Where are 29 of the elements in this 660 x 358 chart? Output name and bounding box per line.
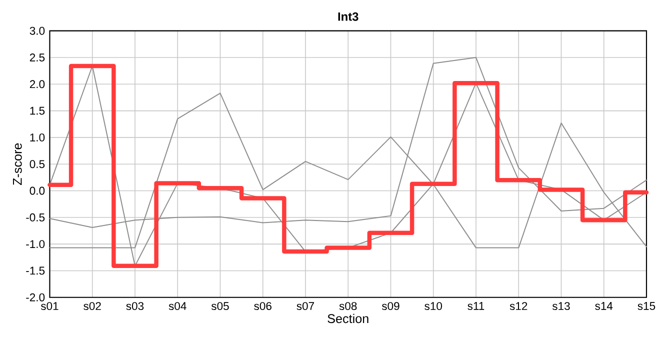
x-axis-title: Section xyxy=(328,314,368,324)
x-tick-label: s12 xyxy=(510,302,528,310)
x-tick-label: s09 xyxy=(382,302,400,310)
x-tick-label: s13 xyxy=(552,302,570,310)
x-tick-label: s08 xyxy=(339,302,357,310)
x-tick-label: s07 xyxy=(296,302,314,310)
y-tick-label: 3.0 xyxy=(30,26,45,35)
x-tick-label: s06 xyxy=(254,302,272,310)
y-tick-label: 0.0 xyxy=(30,186,45,195)
x-tick-label: s10 xyxy=(424,302,442,310)
x-tick-label: s04 xyxy=(168,302,186,310)
y-tick-label: -1.5 xyxy=(26,266,45,275)
y-tick-label: 1.5 xyxy=(30,106,45,115)
x-tick-label: s01 xyxy=(40,302,58,310)
y-tick-label: 2.5 xyxy=(30,53,45,62)
y-tick-label: -0.5 xyxy=(26,213,45,222)
y-tick-label: -1.0 xyxy=(26,240,45,248)
x-tick-label: s14 xyxy=(595,302,613,310)
y-tick-label: 2.0 xyxy=(30,80,45,88)
y-tick-label: 1.0 xyxy=(30,133,45,142)
chart-title: Int3 xyxy=(338,12,358,21)
x-tick-label: s02 xyxy=(84,302,101,310)
y-axis-title: Z-score xyxy=(13,143,22,186)
x-tick-label: s03 xyxy=(126,302,144,310)
x-tick-label: s15 xyxy=(638,302,656,310)
x-tick-label: s11 xyxy=(468,302,484,310)
y-tick-label: -2.0 xyxy=(26,293,45,302)
x-tick-label: s05 xyxy=(211,302,229,310)
y-tick-label: 0.5 xyxy=(30,160,45,168)
